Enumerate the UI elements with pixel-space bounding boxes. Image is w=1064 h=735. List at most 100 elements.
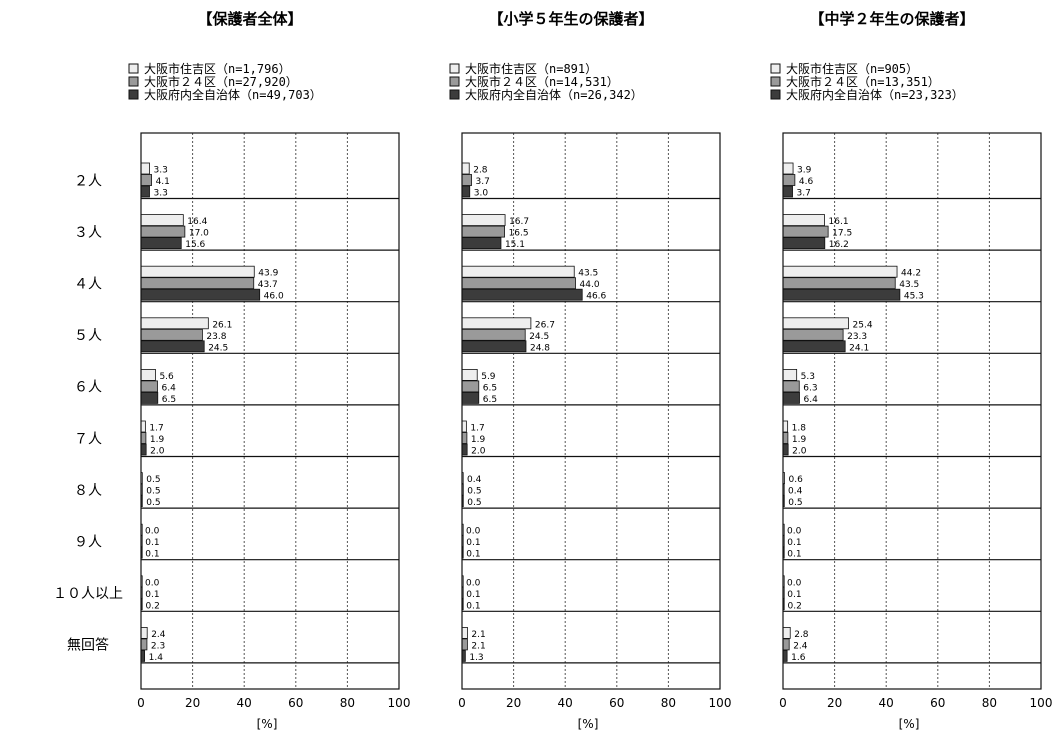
category-label: ９人 xyxy=(74,534,102,550)
x-tick-label: 20 xyxy=(185,696,200,710)
data-label: 1.9 xyxy=(792,435,807,445)
x-tick-label: 40 xyxy=(879,696,894,710)
x-tick-label: 100 xyxy=(709,696,732,710)
data-label: 3.0 xyxy=(474,189,489,199)
x-tick-label: 20 xyxy=(827,696,842,710)
x-tick-label: 60 xyxy=(930,696,945,710)
data-label: 1.8 xyxy=(792,424,807,434)
bar xyxy=(782,391,800,404)
data-label: 26.1 xyxy=(212,320,232,330)
bar xyxy=(782,328,844,341)
data-label: 0.1 xyxy=(466,550,480,560)
chart-title: 【保護者全体】 xyxy=(197,10,302,28)
data-label: 2.3 xyxy=(151,641,165,651)
bar xyxy=(782,174,796,186)
data-label: 43.5 xyxy=(578,269,598,279)
data-label: 0.5 xyxy=(467,487,481,497)
data-label: 0.5 xyxy=(467,498,481,508)
bar xyxy=(782,340,846,353)
data-label: 0.0 xyxy=(466,527,481,537)
data-label: 0.0 xyxy=(145,527,160,537)
bar xyxy=(461,214,506,227)
data-label: 2.1 xyxy=(471,641,485,651)
data-label: 1.3 xyxy=(469,653,483,663)
data-label: 0.5 xyxy=(146,487,160,497)
data-label: 0.1 xyxy=(145,550,159,560)
bar xyxy=(782,627,791,639)
legend-swatch xyxy=(770,76,781,87)
bar xyxy=(461,432,468,444)
data-label: 6.5 xyxy=(483,395,497,405)
data-label: 6.4 xyxy=(804,395,819,405)
legend-swatch xyxy=(128,76,139,87)
bar xyxy=(782,162,794,175)
legend-swatch xyxy=(128,63,139,74)
data-label: 0.5 xyxy=(788,498,802,508)
data-label: 23.3 xyxy=(847,332,867,342)
data-label: 2.0 xyxy=(150,447,165,457)
data-label: 0.4 xyxy=(788,487,803,497)
data-label: 0.1 xyxy=(466,590,480,600)
legend-swatch xyxy=(770,89,781,100)
category-label: ８人 xyxy=(74,483,102,499)
x-tick-label: 80 xyxy=(982,696,997,710)
x-axis-label: [%] xyxy=(257,717,278,731)
bar xyxy=(461,391,480,404)
data-label: 2.0 xyxy=(471,447,486,457)
data-label: 0.1 xyxy=(787,538,801,548)
data-label: 0.0 xyxy=(466,578,481,588)
category-label: ３人 xyxy=(74,225,102,241)
bar xyxy=(140,174,152,186)
bar xyxy=(461,174,472,186)
data-label: 0.1 xyxy=(145,590,159,600)
bar xyxy=(461,225,505,238)
data-label: 3.9 xyxy=(797,166,812,176)
bar xyxy=(461,265,575,278)
bar xyxy=(140,265,255,278)
data-label: 4.1 xyxy=(156,177,170,187)
x-tick-label: 0 xyxy=(458,696,466,710)
data-label: 43.5 xyxy=(899,280,919,290)
bar xyxy=(461,368,478,381)
bar xyxy=(782,443,789,456)
bar xyxy=(140,237,182,250)
data-label: 24.8 xyxy=(530,343,550,353)
chart-panel-3: 【中学２年生の保護者】大阪市住吉区（n=905）大阪市２４区（n=13,351）… xyxy=(770,10,1052,731)
data-label: 4.6 xyxy=(799,177,814,187)
bar xyxy=(140,185,150,198)
data-label: 5.9 xyxy=(481,372,496,382)
data-label: 15.6 xyxy=(185,240,205,250)
bar xyxy=(140,340,205,353)
data-label: 26.7 xyxy=(535,320,555,330)
legend-entry: 大阪府内全自治体（n=23,323） xyxy=(786,87,964,102)
bar xyxy=(782,650,788,662)
data-label: 1.6 xyxy=(791,653,806,663)
bar xyxy=(461,638,468,651)
x-tick-label: 20 xyxy=(506,696,521,710)
data-label: 46.0 xyxy=(264,292,284,302)
bar xyxy=(782,288,901,301)
bar xyxy=(461,237,502,250)
data-label: 0.0 xyxy=(787,578,802,588)
bar xyxy=(782,237,826,250)
data-label: 25.4 xyxy=(853,320,873,330)
bar xyxy=(461,328,526,341)
data-label: 6.4 xyxy=(162,383,177,393)
data-label: 2.4 xyxy=(151,630,166,640)
bar xyxy=(782,368,798,381)
plot-frame xyxy=(461,132,721,690)
data-label: 3.7 xyxy=(476,177,490,187)
data-label: 16.4 xyxy=(187,217,207,227)
chart-title: 【小学５年生の保護者】 xyxy=(488,10,653,28)
bar xyxy=(461,420,467,433)
data-label: 0.1 xyxy=(466,538,480,548)
data-label: 16.2 xyxy=(829,240,849,250)
data-label: 6.5 xyxy=(483,383,497,393)
data-label: 0.5 xyxy=(146,475,160,485)
bar xyxy=(461,277,576,290)
legend-entry: 大阪市２４区（n=13,351） xyxy=(786,74,940,89)
bar xyxy=(782,317,849,330)
bar xyxy=(140,225,186,238)
legend-entry: 大阪市住吉区（n=905） xyxy=(786,61,918,76)
legend-entry: 大阪市住吉区（n=1,796） xyxy=(144,61,291,76)
